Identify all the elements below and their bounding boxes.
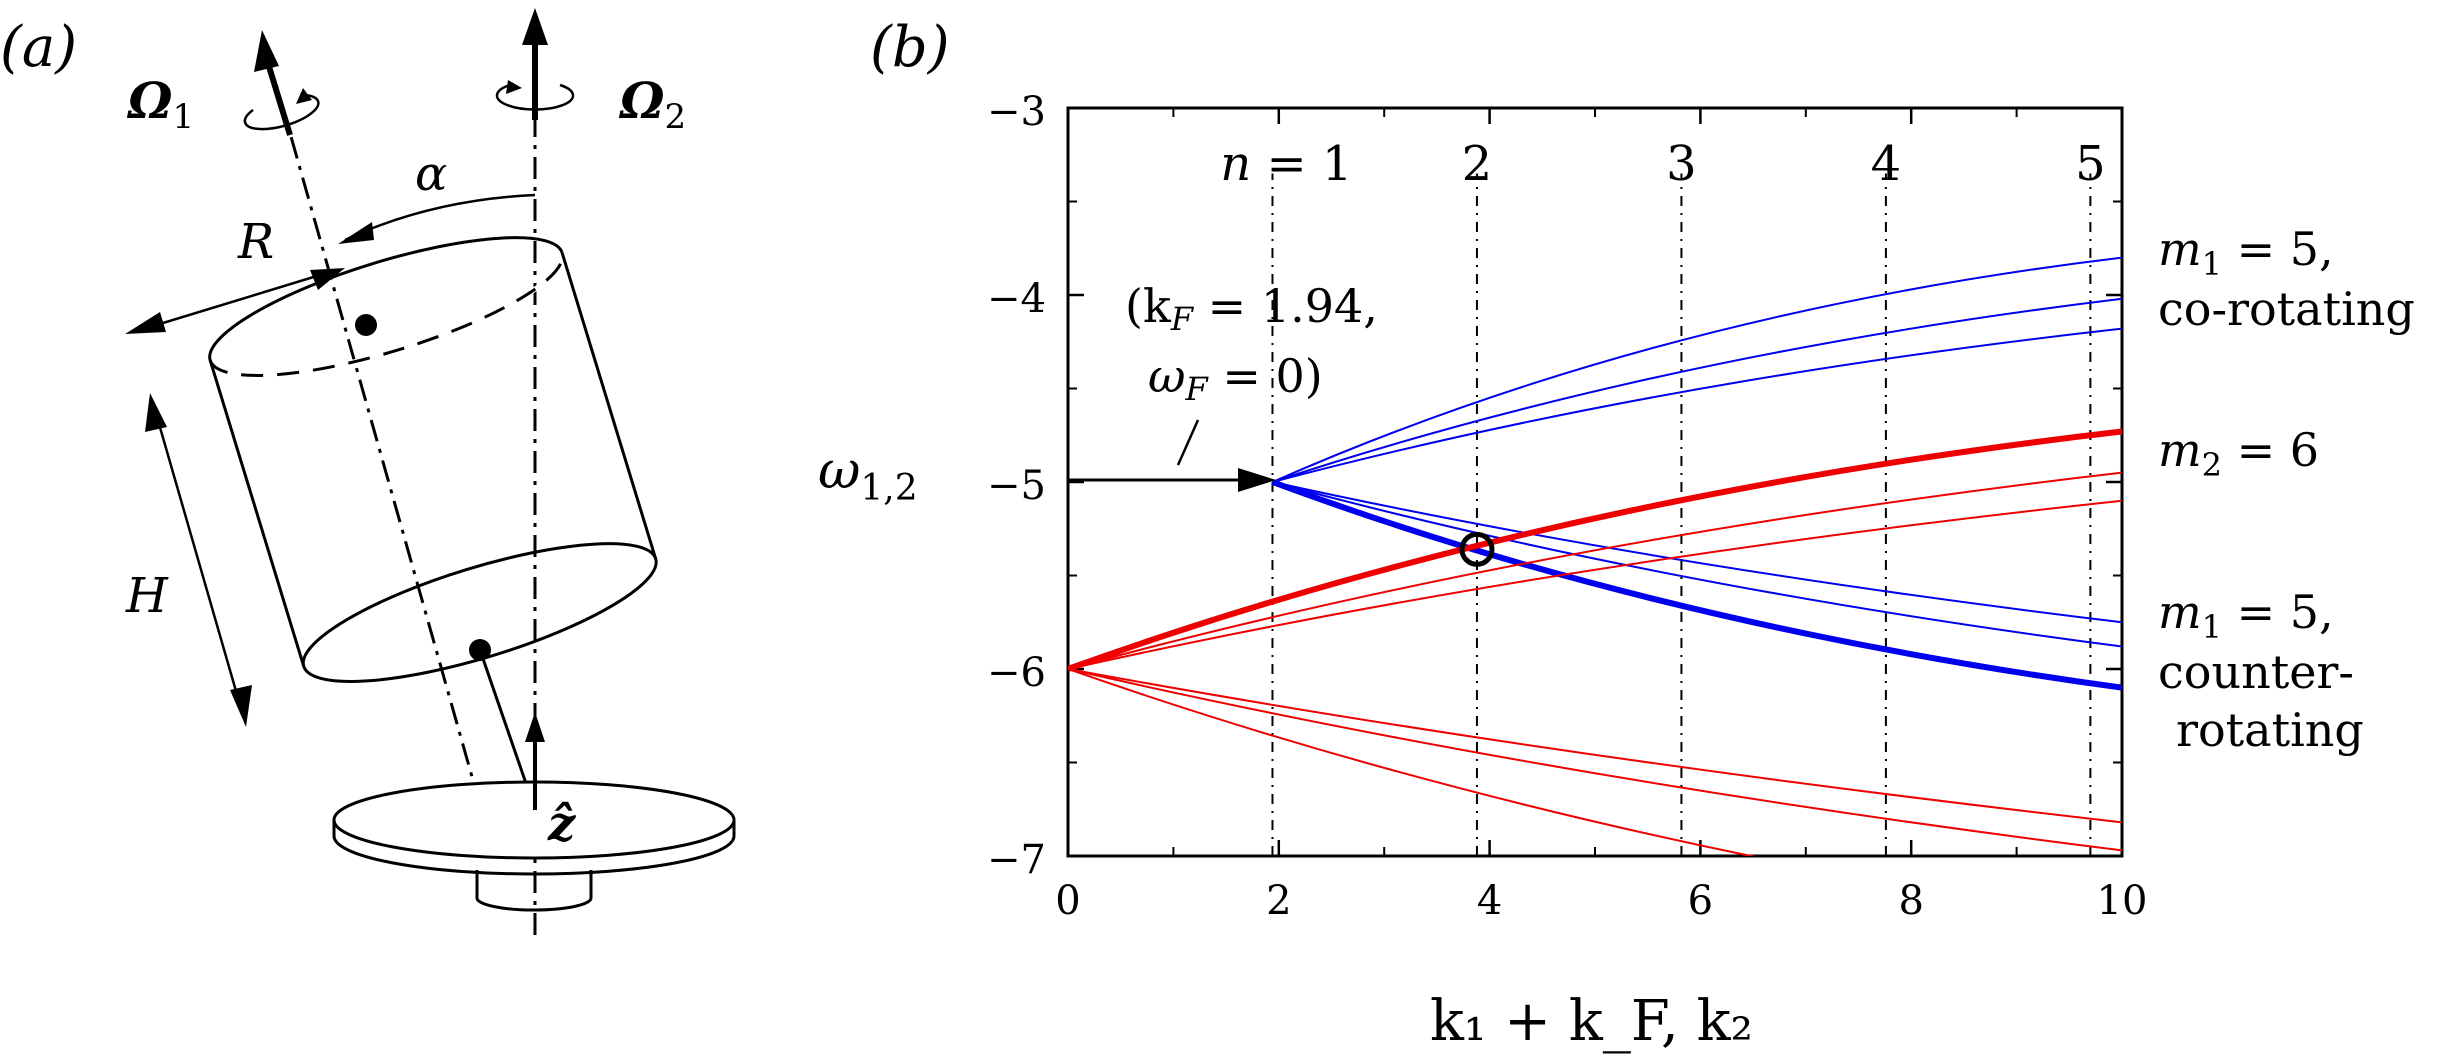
radius-label: R [237,214,274,270]
omega2-arrowhead [522,8,548,45]
annotation-leader [1176,419,1200,466]
blue-series-line [1271,479,2122,691]
cylinder-top-hidden-edge [208,252,565,377]
platter-hub [475,870,593,912]
red-series-line [1068,428,2122,672]
red-series-line [1068,499,2122,670]
red-series-line [1068,668,1756,856]
x-tick-label: 0 [1055,878,1080,924]
panel-a: (a) Ω2 Ω1 α [0,8,736,935]
x-axis-label: k₁ + k_F, k₂ [1430,989,1753,1054]
blue-series-line [1272,256,2122,483]
y-tick-label: −4 [987,276,1046,322]
panel-b-label: (b) [870,15,950,80]
omega1-arrowhead [254,30,279,72]
label-m2: m2 = 6 [2158,423,2319,484]
cylinder-top-center-dot [355,314,377,336]
series-lines [1068,256,2122,856]
x-tick-label: 6 [1688,878,1713,924]
panel-b: (b) 0 2 4 6 8 10 −7 −6 −5 −4 −3 n = 1 2 3 4 5 (kF = 1.… [818,15,2415,1054]
cylinder [207,236,658,683]
height-label: H [125,568,169,624]
panel-a-label: (a) [0,15,77,80]
omega1-label: Ω1 [126,71,194,137]
y-tick-label: −5 [987,463,1046,509]
omega1-rotation-arrowhead [296,88,312,104]
x-tick-label: 4 [1477,878,1502,924]
y-tick-label: −7 [987,837,1046,883]
omega2-label: Ω2 [618,71,686,137]
blue-series-line [1272,481,2122,648]
label-counter: counter- [2158,645,2354,699]
n-guide-lines: n = 1 2 3 4 5 [1220,136,2106,856]
cylinder-left-edge [208,359,306,667]
n-label: 5 [2075,136,2106,192]
x-tick-label: 10 [2097,878,2148,924]
platter-rim [332,820,736,876]
alpha-label: α [415,146,447,202]
annotation-omegaf: ωF = 0) [1148,349,1323,408]
y-axis-label: ω1,2 [818,441,918,509]
blue-series-line [1272,297,2122,483]
y-tick-label: −6 [987,650,1046,696]
cylinder-right-edge [560,252,658,560]
label-rotating: rotating [2176,703,2364,757]
omega1-rotation-icon [243,93,320,131]
omega1-arrow-shaft [264,59,293,136]
n-label: 2 [1462,136,1493,192]
annotation-kf: (kF = 1.94, [1125,279,1378,338]
label-co-rotating: co-rotating [2158,282,2415,336]
z-hat-label: ẑ [547,796,577,852]
blue-series-line [1272,327,2122,483]
red-series-line [1068,668,2122,852]
n-label: 4 [1871,136,1902,192]
omega2-rotation-arrowhead [506,80,522,94]
red-series-line [1068,668,2122,824]
tilt-link [478,649,532,796]
height-arrow [153,409,242,706]
radius-arrow [139,270,331,332]
label-m1-co: m1 = 5, [2158,222,2334,283]
intersection-marker [1459,531,1495,567]
x-tick-label: 8 [1898,878,1923,924]
omega2-rotation-icon [495,83,575,111]
label-m1-counter: m1 = 5, [2158,585,2334,646]
n-label: n = 1 [1220,136,1352,192]
n-label: 3 [1666,136,1697,192]
plot-frame [1066,106,2124,858]
x-tick-label: 2 [1266,878,1291,924]
axis-ticks: 0 2 4 6 8 10 −7 −6 −5 −4 −3 [987,89,2147,924]
red-series-line [1068,471,2122,670]
cylinder-bottom [301,542,658,683]
alpha-arrowhead [338,222,374,244]
omega1-axis [273,79,482,806]
blue-series-line [1272,481,2122,624]
y-tick-label: −3 [987,89,1046,135]
